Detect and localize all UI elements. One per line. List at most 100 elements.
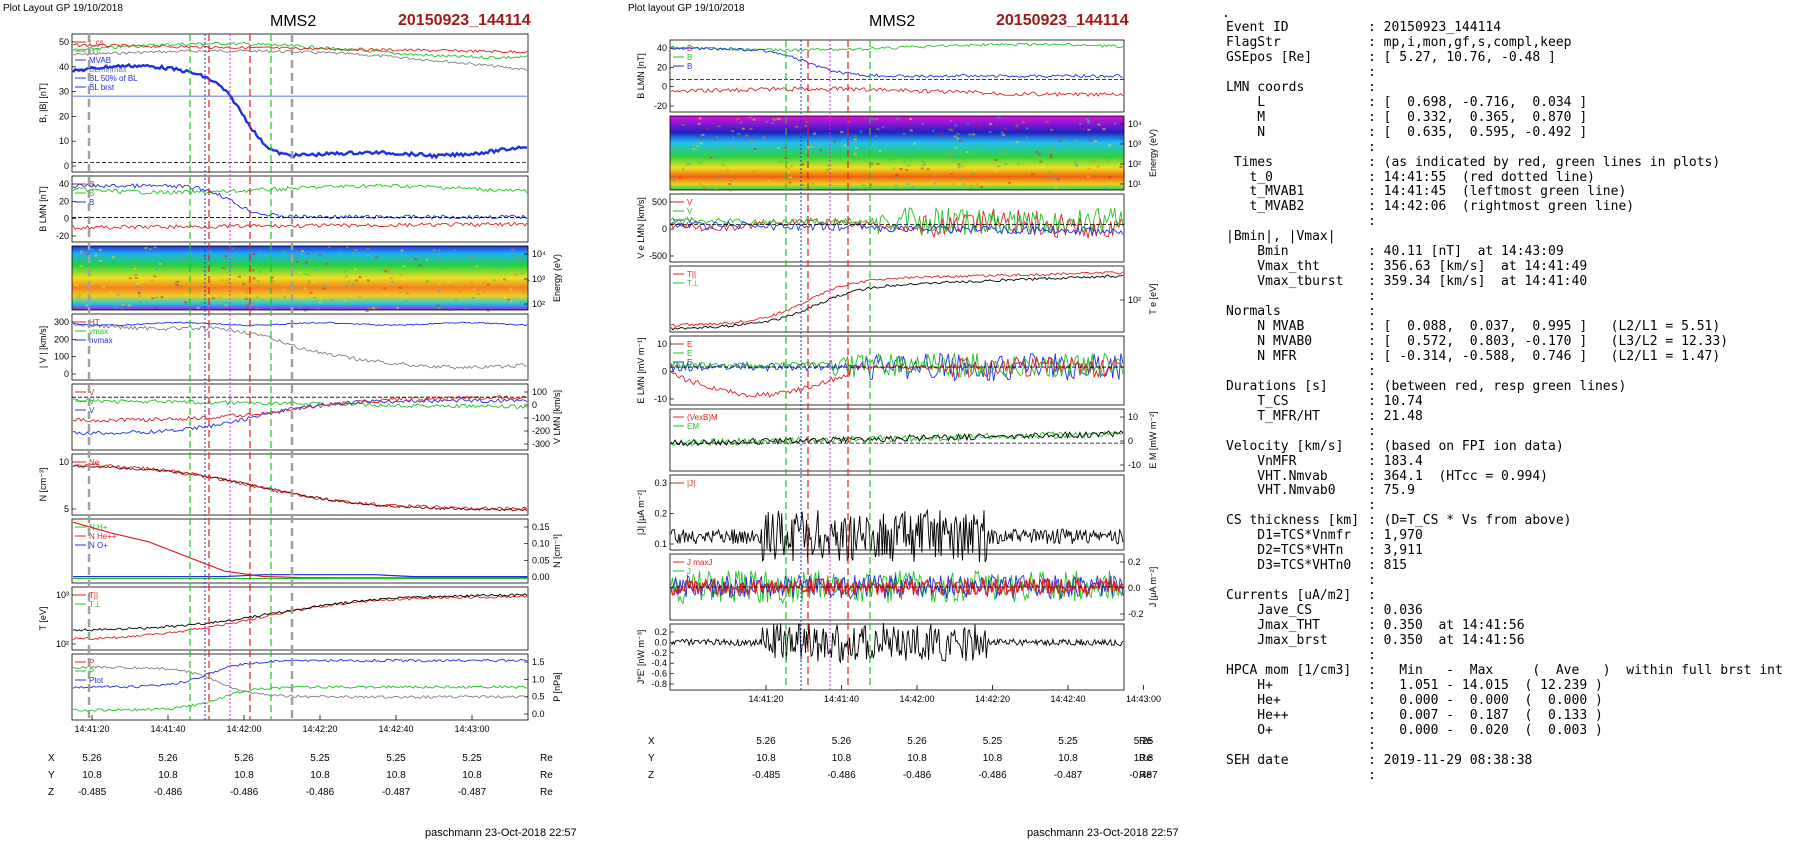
middle-position-value: -0.486	[978, 770, 1007, 781]
middle-spectrogram-pixel	[1017, 122, 1020, 125]
left-legend-label: MVAB	[89, 56, 111, 65]
left-panel-ylabel: T [eV]	[38, 607, 48, 631]
left-spectrogram-pixel	[137, 295, 141, 298]
left-spectrogram-pixel	[156, 264, 160, 267]
middle-spectrogram-pixel	[832, 140, 836, 143]
left-spectrogram-pixel	[325, 296, 329, 299]
middle-legend-label: J	[687, 567, 691, 576]
left-panel-3: Energy (eV) 10⁴ 10³ 10²	[71, 245, 562, 312]
left-spectrogram-pixel	[440, 267, 444, 270]
middle-spectrogram-pixel	[969, 184, 973, 187]
left-spectrogram-pixel	[384, 270, 388, 273]
middle-spectrogram-pixel	[701, 134, 705, 136]
left-panel-tick-label: 0.00	[532, 572, 550, 582]
middle-panel-tick-label: 0	[1128, 436, 1133, 446]
middle-spectrogram-pixel	[995, 140, 999, 143]
left-spectrogram-pixel	[270, 276, 274, 279]
left-spectrogram-pixel	[176, 280, 180, 283]
left-spectrogram-pixel	[507, 298, 511, 301]
info-row-label: FlagStr	[1226, 34, 1281, 50]
left-spectrogram-pixel	[470, 257, 473, 259]
left-panel-tick-label: 0.10	[532, 539, 550, 549]
left-legend-label: t_cs	[89, 38, 104, 47]
info-row-label: VHT.Nmvab0	[1226, 483, 1336, 499]
info-row-value: : 0.036	[1368, 603, 1423, 619]
left-spectrogram-pixel	[138, 301, 142, 304]
left-position-value: 10.8	[234, 770, 254, 781]
left-data-trace	[73, 574, 527, 578]
left-spectrogram-pixel	[366, 260, 369, 262]
left-time-tick-label: 14:41:40	[150, 724, 185, 734]
left-spectrogram-pixel	[477, 293, 481, 296]
left-spectrogram-pixel	[272, 278, 276, 281]
middle-data-trace	[670, 206, 1124, 236]
left-spectrogram-pixel	[348, 302, 352, 305]
left-panel-frame	[71, 313, 529, 381]
middle-spectrogram-pixel	[968, 133, 972, 136]
left-spectrogram-pixel	[442, 276, 446, 279]
middle-spectrogram-pixel	[874, 135, 878, 138]
middle-panel-frame	[669, 193, 1125, 263]
info-row-value: : (as indicated by red, green lines in p…	[1368, 154, 1721, 170]
left-panel-tick-label: 0	[532, 400, 537, 410]
middle-position-unit: Re	[1139, 736, 1152, 747]
middle-panel-tick-label: 10²	[1128, 159, 1141, 169]
middle-spectrogram-pixel	[838, 176, 842, 179]
left-spectrogram-pixel	[133, 274, 137, 277]
middle-data-trace	[670, 573, 1124, 600]
left-time-tick-label: 14:41:20	[74, 724, 109, 734]
left-spectrogram-pixel	[99, 259, 103, 262]
middle-spectrogram-pixel	[1032, 172, 1036, 175]
middle-panel-tick-label: -500	[649, 251, 667, 261]
left-time-tick-label: 14:42:00	[226, 724, 261, 734]
middle-position-label: Z	[648, 770, 654, 781]
left-spectrogram-pixel	[182, 259, 186, 262]
middle-spectrogram-pixel	[901, 151, 905, 154]
middle-spectrogram-pixel	[776, 117, 780, 120]
left-panel-tick-label: 0.0	[532, 709, 545, 719]
middle-spectrogram-pixel	[699, 142, 703, 145]
left-spectrogram-pixel	[78, 302, 82, 305]
middle-spectrogram-pixel	[1054, 186, 1058, 189]
left-spectrogram-pixel	[398, 286, 402, 289]
info-row-value: : 2019-11-29 08:38:38	[1368, 752, 1533, 768]
left-spectrogram-pixel	[311, 281, 315, 284]
left-spectrogram-pixel	[306, 253, 310, 256]
middle-legend-label: T⊥	[687, 279, 699, 288]
middle-spectrogram-pixel	[698, 162, 702, 165]
middle-time-tick-label: 14:41:40	[824, 694, 859, 704]
middle-spectrogram-pixel	[1054, 177, 1058, 180]
middle-panel-tick-label: 10	[657, 339, 667, 349]
left-spectrogram-pixel	[94, 254, 98, 257]
left-spectrogram-pixel	[175, 284, 179, 287]
left-spectrogram-pixel	[425, 280, 429, 283]
left-spectrogram-pixel	[207, 274, 211, 277]
left-spectrogram-pixel	[120, 308, 124, 311]
left-data-trace	[72, 593, 528, 632]
middle-panel-tick-label: -10	[654, 394, 667, 404]
left-spectrogram-pixel	[81, 256, 85, 259]
left-time-tick-label: 14:43:00	[454, 724, 489, 734]
left-spectrogram-pixel	[485, 265, 489, 268]
left-spectrogram-pixel	[242, 283, 246, 286]
left-panel-1: B, |B| [nT]50403020100t_csHTMVABBLminmax…	[38, 33, 529, 173]
left-panel-5: V LMN [km/s] 100 0 -100 -200 -300 VVV	[71, 383, 562, 451]
middle-spectrogram-pixel	[721, 163, 725, 166]
left-spectrogram-pixel	[316, 308, 320, 311]
middle-spectrogram-pixel	[699, 183, 703, 186]
info-row-label: CS thickness [km]	[1226, 513, 1360, 529]
middle-spectrogram-pixel	[953, 155, 957, 158]
left-spectrogram-pixel	[259, 304, 262, 307]
middle-spectrogram-pixel	[972, 172, 976, 175]
middle-spectrogram-pixel	[788, 178, 792, 180]
left-data-trace	[72, 221, 528, 230]
left-spectrogram-pixel	[470, 281, 474, 284]
middle-data-trace	[670, 42, 1124, 53]
left-data-trace	[72, 398, 528, 436]
left-spectrogram-pixel	[296, 302, 300, 305]
left-spectrogram-pixel	[90, 248, 94, 251]
middle-spectrogram-pixel	[973, 169, 977, 172]
info-row-label: Vmax_tburst	[1226, 274, 1344, 290]
middle-spectrogram-pixel	[698, 117, 702, 120]
